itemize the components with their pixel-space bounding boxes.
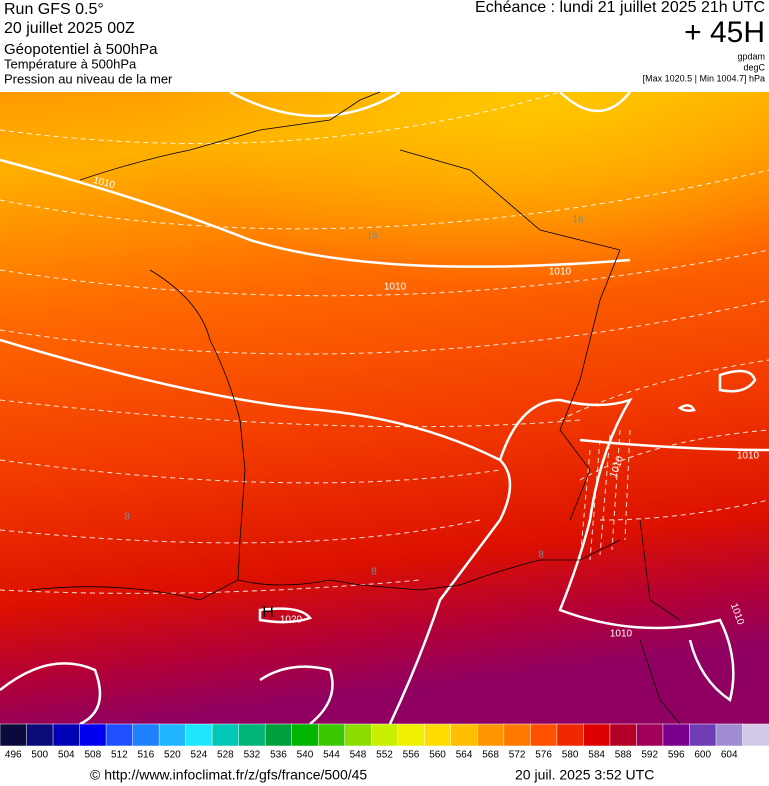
color-swatch (424, 723, 452, 747)
isobar-closed (677, 369, 757, 412)
color-swatch (79, 723, 107, 747)
range: [Max 1020.5 | Min 1004.7] hPa (643, 73, 765, 83)
color-swatch (211, 723, 240, 747)
color-swatch (0, 723, 28, 747)
color-swatch (689, 723, 717, 747)
color-swatch (185, 723, 213, 747)
colorbar-label: 596 (668, 750, 685, 761)
isobar-label: 1010 (610, 629, 633, 640)
color-swatch (477, 723, 505, 747)
isobar (0, 158, 631, 268)
colorbar-label: 560 (429, 750, 446, 761)
temperature-label: 8 (538, 550, 544, 561)
colorbar-label: 496 (5, 750, 22, 761)
temperature-label: 16 (572, 215, 584, 226)
color-swatch (158, 723, 187, 747)
colorbar-label: 604 (721, 750, 738, 761)
color-swatch (742, 723, 769, 747)
colorbar-label: 552 (376, 750, 393, 761)
colorbar-label: 524 (191, 750, 208, 761)
isobar (388, 459, 512, 725)
field: Température à 500hPa (4, 56, 137, 71)
isobar-label: 1020 (280, 615, 303, 626)
color-swatch (503, 723, 532, 747)
isobar-label: 1010 (737, 451, 760, 462)
color-swatch (370, 723, 399, 747)
colorbar-label: 568 (482, 750, 499, 761)
coastline (29, 91, 681, 725)
geopotential-contours (0, 91, 769, 594)
colorbar-label: 512 (111, 750, 128, 761)
color-swatch (530, 723, 558, 747)
colorbar-label: 572 (509, 750, 526, 761)
isobar (0, 338, 735, 703)
colorbar-label: 504 (58, 750, 75, 761)
field: Pression au niveau de la mer (4, 71, 173, 86)
high-pressure-label: H (262, 604, 274, 621)
colorbar-label: 576 (535, 750, 552, 761)
colorbar-label: 600 (694, 750, 711, 761)
colorbar-label: 580 (562, 750, 579, 761)
lead-time: + 45H (684, 16, 765, 49)
run: Run GFS 0.5° (4, 1, 104, 18)
header: Run GFS 0.5° 20 juillet 2025 00Z Géopote… (4, 0, 766, 86)
color-swatch (26, 723, 54, 747)
isobar (229, 90, 769, 452)
color-swatch (636, 723, 664, 747)
field: Géopotentiel à 500hPa (4, 41, 158, 58)
color-swatch (556, 723, 585, 747)
temperature-label: 16 (366, 231, 378, 242)
colorbar-label: 544 (323, 750, 340, 761)
colorbar-label: 588 (615, 750, 632, 761)
isobar-closed (0, 607, 334, 726)
colorbar-label: 520 (164, 750, 181, 761)
isobar-label: 1010 (549, 267, 572, 278)
colorbar-label: 540 (297, 750, 314, 761)
color-swatch (317, 723, 346, 747)
colorbar-label: 536 (270, 750, 287, 761)
colorbar-label: 500 (31, 750, 48, 761)
geopotential-contours-tight (579, 429, 631, 561)
color-swatch (344, 723, 372, 747)
color-swatch (264, 723, 293, 747)
color-swatch (52, 723, 81, 747)
color-swatch (715, 723, 744, 747)
echeance: Echéance : lundi 21 juillet 2025 21h UTC (475, 0, 765, 16)
color-swatch (105, 723, 134, 747)
isobar-label: 1010 (384, 282, 407, 293)
unit: degC (743, 62, 765, 72)
colorbar-label: 592 (641, 750, 658, 761)
colorbar-label: 548 (350, 750, 367, 761)
color-swatch (291, 723, 319, 747)
colorbar-label: 564 (456, 750, 473, 761)
color-swatch (238, 723, 266, 747)
colorbar-label: 508 (84, 750, 101, 761)
map-warm-area (0, 92, 769, 492)
color-swatch (397, 723, 426, 747)
color-swatch (662, 723, 691, 747)
border (399, 149, 621, 521)
colorbar-label: 528 (217, 750, 234, 761)
colorbar: 496 500 504 508 512 516 520 524 528 532 536 540 544 5… (0, 723, 769, 761)
colorbar-label: 556 (403, 750, 420, 761)
temperature-label: 8 (124, 512, 130, 523)
timestamp: 20 juil. 2025 3:52 UTC (515, 767, 654, 783)
color-swatch (450, 723, 479, 747)
color-swatch (609, 723, 638, 747)
colorbar-label: 532 (244, 750, 261, 761)
colorbar-label: 584 (588, 750, 605, 761)
colorbar-label: 516 (138, 750, 155, 761)
color-swatch (583, 723, 611, 747)
color-swatch (132, 723, 160, 747)
run-date: 20 juillet 2025 00Z (4, 20, 135, 37)
unit: gpdam (737, 51, 765, 61)
source-url: © http://www.infoclimat.fr/z/gfs/france/… (90, 767, 367, 783)
temperature-label: 8 (371, 567, 377, 578)
